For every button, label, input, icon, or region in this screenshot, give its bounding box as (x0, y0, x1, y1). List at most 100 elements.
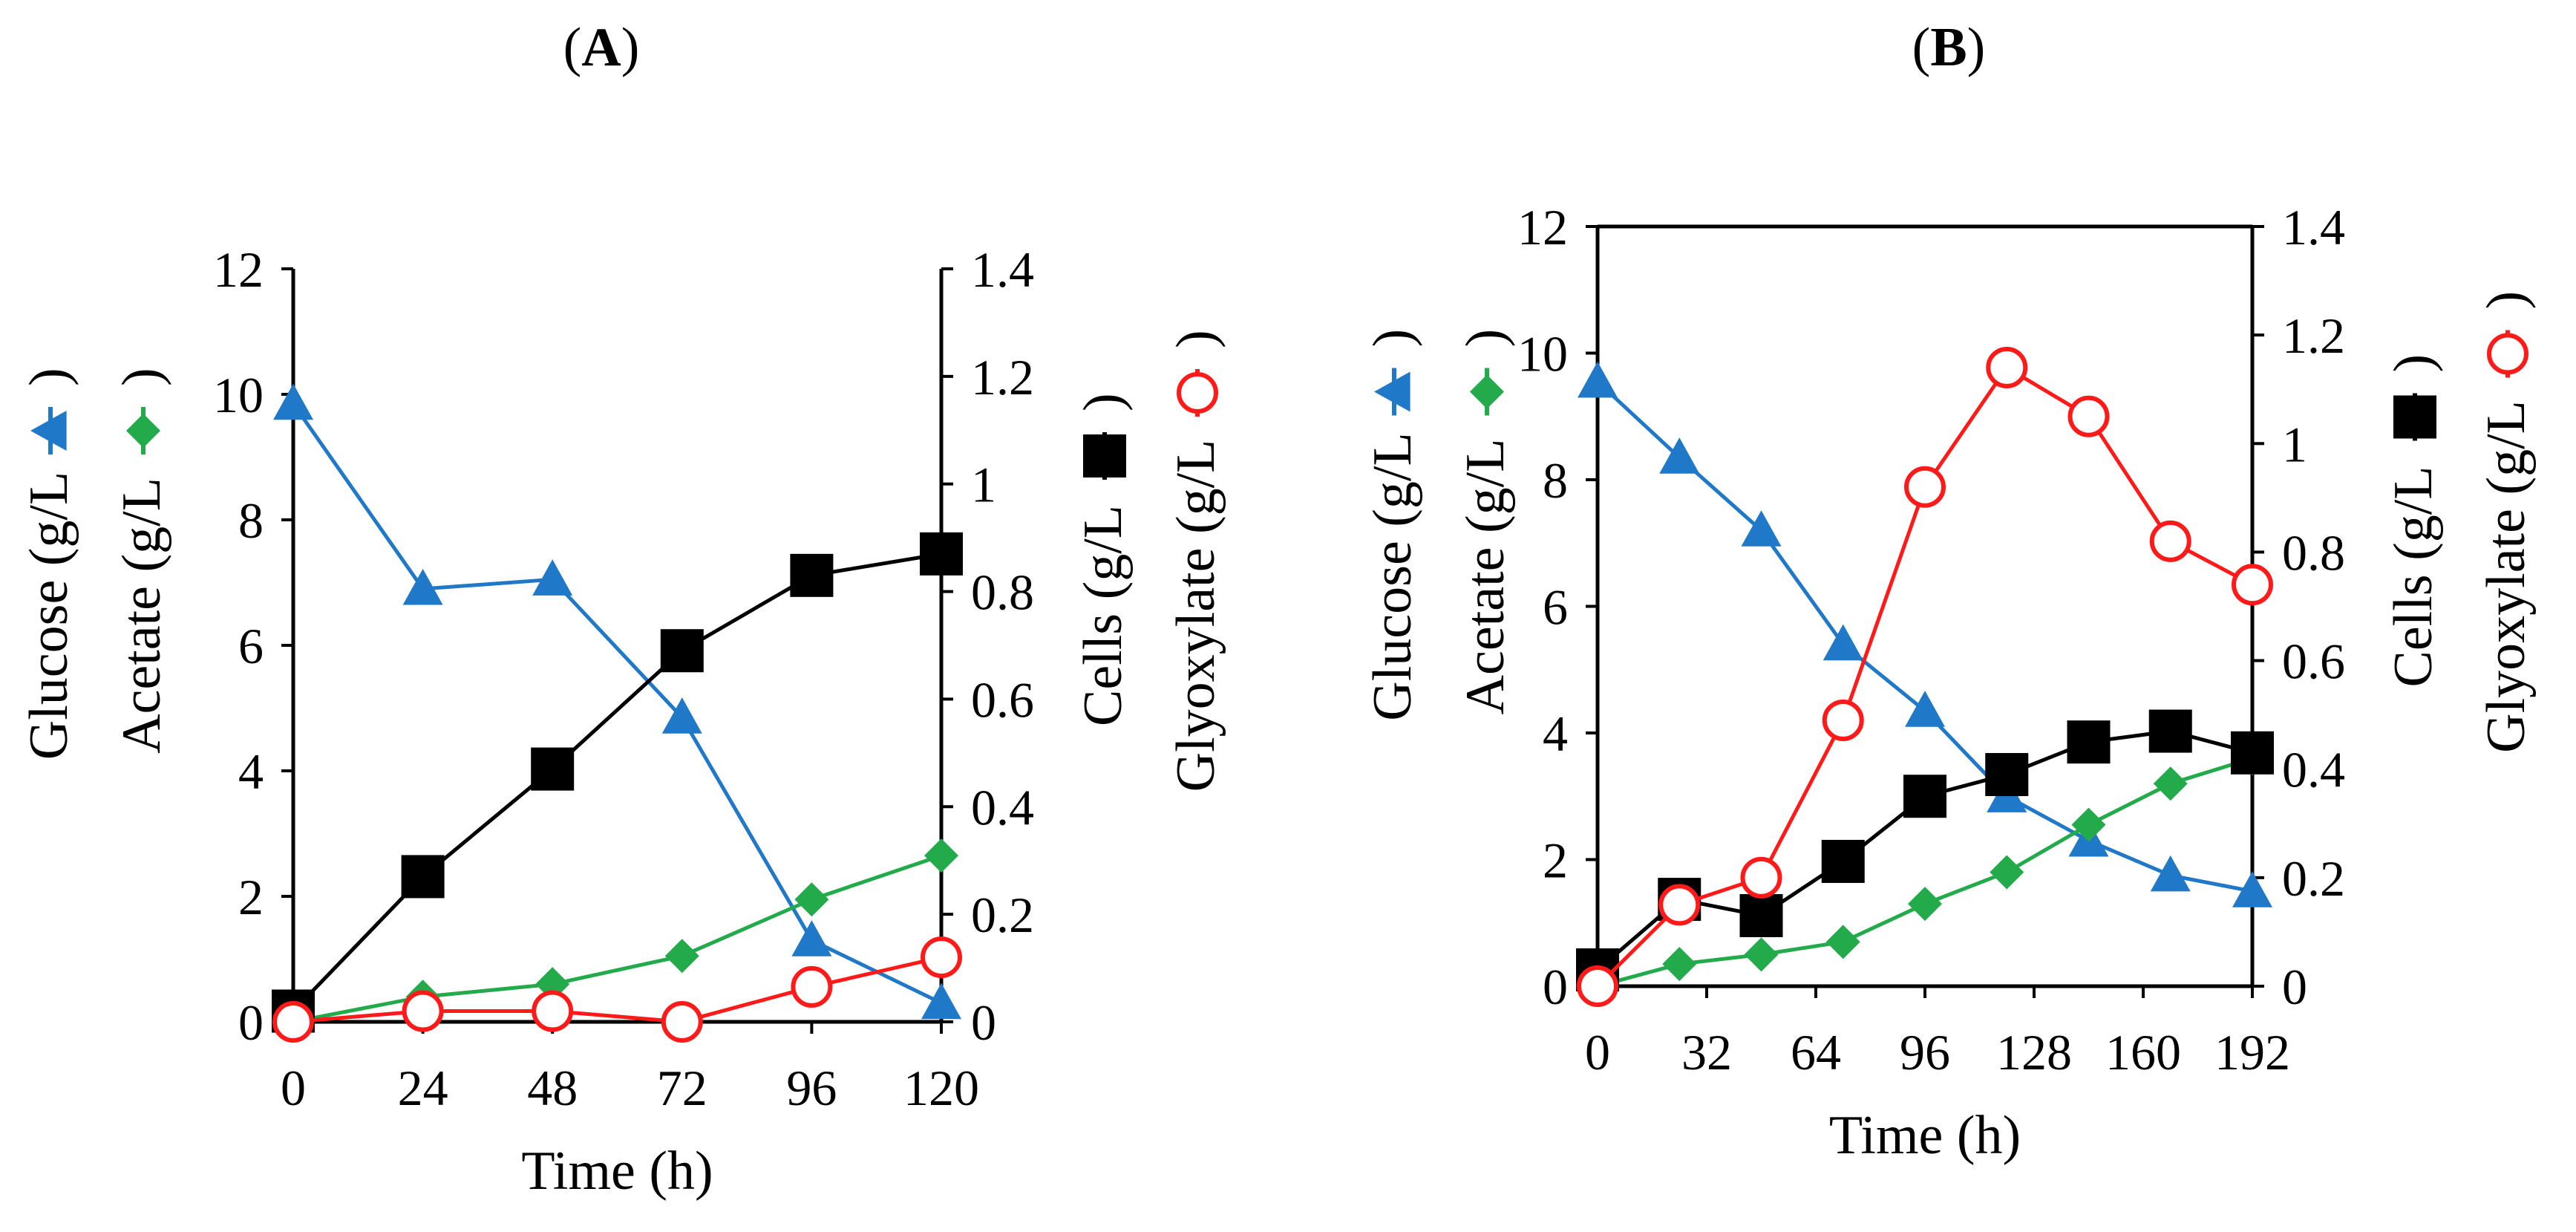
left-axis-title-acetate-legend-marker (126, 407, 160, 454)
series-line-glyoxylate (292, 955, 942, 1024)
point-glyoxylate-48 (532, 990, 574, 1032)
left-axis-title-acetate-text: Acetate (g/L (1455, 439, 1516, 715)
point-glucose-72 (1823, 624, 1863, 661)
point-glucose-96 (1905, 691, 1945, 727)
right-tick-label: 0 (2282, 959, 2307, 1015)
left-axis-title-glucose-text: Glucose (g/L (19, 472, 79, 760)
left-axis-title-acetate-legend-marker (1470, 368, 1504, 416)
point-glucose-48 (532, 559, 573, 596)
point-cells-120 (1985, 753, 2029, 797)
right-axis-title-cells-suffix: ) (1073, 393, 1134, 411)
right-tick-label: 1.2 (971, 349, 1034, 405)
left-tick-label: 0 (1543, 959, 1568, 1015)
x-tick-label: 72 (657, 1060, 707, 1116)
point-glyoxylate-24 (402, 990, 444, 1032)
right-axis-title-cells-legend-symbol (2393, 395, 2436, 439)
point-cells-120 (920, 532, 963, 576)
right-axis-title-cells-text: Cells (g/L (1073, 505, 1134, 726)
point-acetate-72 (1825, 925, 1860, 959)
right-tick-label: 0 (971, 994, 996, 1051)
point-acetate-168 (2153, 766, 2188, 801)
left-axis-title-glucose-suffix: ) (1362, 329, 1423, 348)
left-tick-label: 2 (238, 869, 264, 925)
left-tick-label: 12 (1517, 199, 1568, 255)
right-axis-title-glyoxylate: Glyoxylate (g/L) (2476, 291, 2537, 753)
right-tick-label: 0.4 (971, 779, 1034, 835)
point-cells-24 (401, 855, 445, 899)
x-tick-label: 24 (398, 1060, 448, 1116)
right-tick-label: 1 (971, 457, 996, 513)
left-tick-label: 8 (1543, 452, 1568, 509)
left-axis-title-acetate-legend-symbol (126, 414, 160, 448)
point-glucose-0 (1578, 361, 1618, 398)
point-glyoxylate-168 (2149, 520, 2191, 562)
series-line-acetate (292, 853, 942, 1024)
left-axis-title-acetate-text: Acetate (g/L (111, 478, 172, 754)
point-acetate-72 (664, 939, 699, 974)
right-tick-label: 1.4 (2282, 199, 2345, 255)
left-tick-label: 0 (238, 994, 264, 1051)
right-axis-title-cells-legend-marker (1083, 432, 1126, 480)
point-glucose-192 (2232, 871, 2272, 907)
point-cells-144 (2067, 720, 2111, 764)
left-axis-title-glucose-suffix: ) (19, 368, 79, 386)
left-tick-label: 10 (1517, 326, 1568, 382)
x-axis-title: Time (h) (521, 1141, 713, 1202)
point-cells-168 (2148, 709, 2192, 753)
point-acetate-96 (794, 882, 829, 917)
point-glucose-24 (1659, 437, 1700, 474)
right-tick-label: 1.2 (2282, 307, 2345, 364)
left-axis-title-acetate-legend-symbol (1470, 374, 1504, 409)
right-axis-title-cells: Cells (g/L) (1073, 393, 1134, 726)
x-tick-label: 0 (1585, 1024, 1610, 1081)
left-axis-title-acetate: Acetate (g/L) (111, 368, 172, 754)
right-tick-label: 0.4 (2282, 742, 2345, 798)
right-axis-title-cells-suffix: ) (2383, 354, 2444, 373)
right-tick-label: 0.8 (971, 564, 1034, 621)
panel-b: (B) 0 2 4 6 8 10 12 0 0.2 0.4 0.6 0.8 1 1.2 1.4 0 32 64 96 1… (1362, 17, 2537, 1166)
right-axis-title-cells-legend-marker (2393, 393, 2436, 441)
point-cells-96 (1903, 775, 1946, 818)
right-axis-title-glyoxylate-legend-symbol (1177, 372, 1218, 414)
point-glucose-24 (402, 568, 443, 605)
left-axis-title-acetate-suffix: ) (1455, 329, 1516, 348)
x-tick-label: 96 (1900, 1024, 1950, 1081)
left-axis-title-acetate: Acetate (g/L) (1455, 329, 1516, 715)
point-acetate-144 (2071, 807, 2106, 842)
x-tick-label: 96 (786, 1060, 837, 1116)
right-axis-title-glyoxylate-text: Glyoxylate (g/L (2476, 400, 2537, 753)
point-glyoxylate-192 (2232, 564, 2273, 606)
point-cells-96 (790, 553, 834, 597)
point-glyoxylate-0 (272, 1001, 314, 1043)
point-glyoxylate-96 (1904, 466, 1946, 508)
point-glucose-120 (921, 982, 961, 1020)
right-axis-title-cells: Cells (g/L) (2383, 354, 2444, 688)
point-glyoxylate-144 (2067, 395, 2110, 437)
x-tick-label: 64 (1791, 1024, 1841, 1081)
panel-title: (A) (563, 17, 640, 78)
right-axis-title-cells-text: Cells (g/L (2383, 466, 2444, 687)
point-acetate-120 (924, 838, 958, 873)
point-glucose-168 (2150, 855, 2191, 892)
right-tick-label: 0.2 (971, 887, 1034, 943)
x-tick-label: 160 (2105, 1024, 2181, 1081)
point-glucose-72 (661, 697, 702, 734)
point-glyoxylate-0 (1577, 965, 1618, 1007)
point-cells-72 (1821, 839, 1865, 883)
x-tick-label: 0 (281, 1060, 306, 1116)
left-axis-title-glucose-legend-symbol (1374, 371, 1410, 412)
point-glyoxylate-72 (661, 1001, 703, 1043)
point-cells-48 (1739, 894, 1783, 938)
left-axis-title-acetate-suffix: ) (111, 368, 172, 386)
right-tick-label: 0.6 (971, 671, 1034, 728)
point-glyoxylate-120 (921, 936, 962, 979)
left-tick-label: 2 (1543, 832, 1568, 889)
left-tick-label: 10 (213, 367, 264, 423)
right-tick-label: 1 (2282, 416, 2307, 472)
left-tick-label: 6 (238, 618, 264, 674)
point-glyoxylate-24 (1658, 884, 1701, 926)
right-axis-title-cells-legend-symbol (1083, 434, 1126, 478)
point-glyoxylate-120 (1986, 346, 2028, 388)
